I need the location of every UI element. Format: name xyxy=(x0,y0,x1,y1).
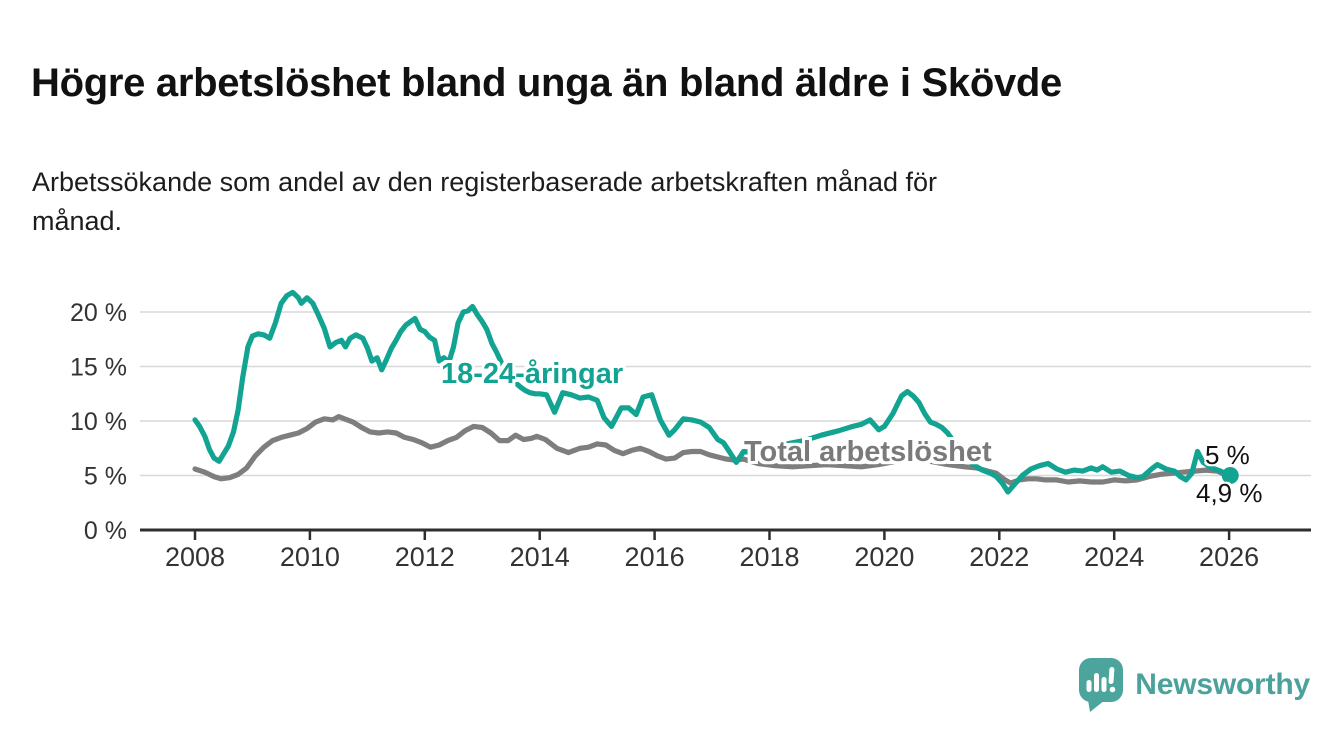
x-tick-label: 2010 xyxy=(280,542,340,572)
gridlines-layer xyxy=(140,311,1311,477)
end-value-label-total: 4,9 % xyxy=(1196,478,1263,508)
y-tick-label: 5 % xyxy=(84,463,127,491)
axis-layer: 0 % 5 % 10 % 15 % 20 % 2008 2010 2012 2014 2016 20… xyxy=(70,299,1311,572)
x-tick-label: 2012 xyxy=(395,542,455,572)
page-title: Högre arbetslöshet bland unga än bland ä… xyxy=(31,60,1062,105)
x-tick-label: 2008 xyxy=(165,542,225,572)
x-tick-label: 2026 xyxy=(1199,542,1259,572)
y-tick-label: 0 % xyxy=(84,517,127,545)
series-layer xyxy=(192,289,1239,495)
series-line-18-24-åringar xyxy=(192,289,1232,495)
x-tick-label: 2018 xyxy=(739,542,799,572)
x-tick-label: 2016 xyxy=(625,542,685,572)
end-value-label-18-24: 5 % xyxy=(1205,440,1250,470)
y-tick-label: 10 % xyxy=(70,408,127,436)
series-line-total-arbetslöshet xyxy=(192,414,1232,486)
y-tick-label: 20 % xyxy=(70,299,127,327)
newsworthy-logo-text: Newsworthy xyxy=(1135,668,1310,701)
x-tick-label: 2020 xyxy=(854,542,914,572)
series-label-total: Total arbetslöshet xyxy=(744,436,992,468)
x-tick-label: 2024 xyxy=(1084,542,1144,572)
x-tick-label: 2014 xyxy=(510,542,570,572)
newsworthy-speech-bubble-icon xyxy=(1079,658,1124,712)
y-tick-label: 15 % xyxy=(70,354,127,382)
newsworthy-logo: Newsworthy xyxy=(1077,656,1310,714)
x-tick-label: 2022 xyxy=(969,542,1029,572)
page-subtitle: Arbetssökande som andel av den registerb… xyxy=(32,167,938,236)
series-end-dot-18-24 xyxy=(1221,467,1239,484)
series-label-18-24: 18-24-åringar xyxy=(441,358,624,390)
